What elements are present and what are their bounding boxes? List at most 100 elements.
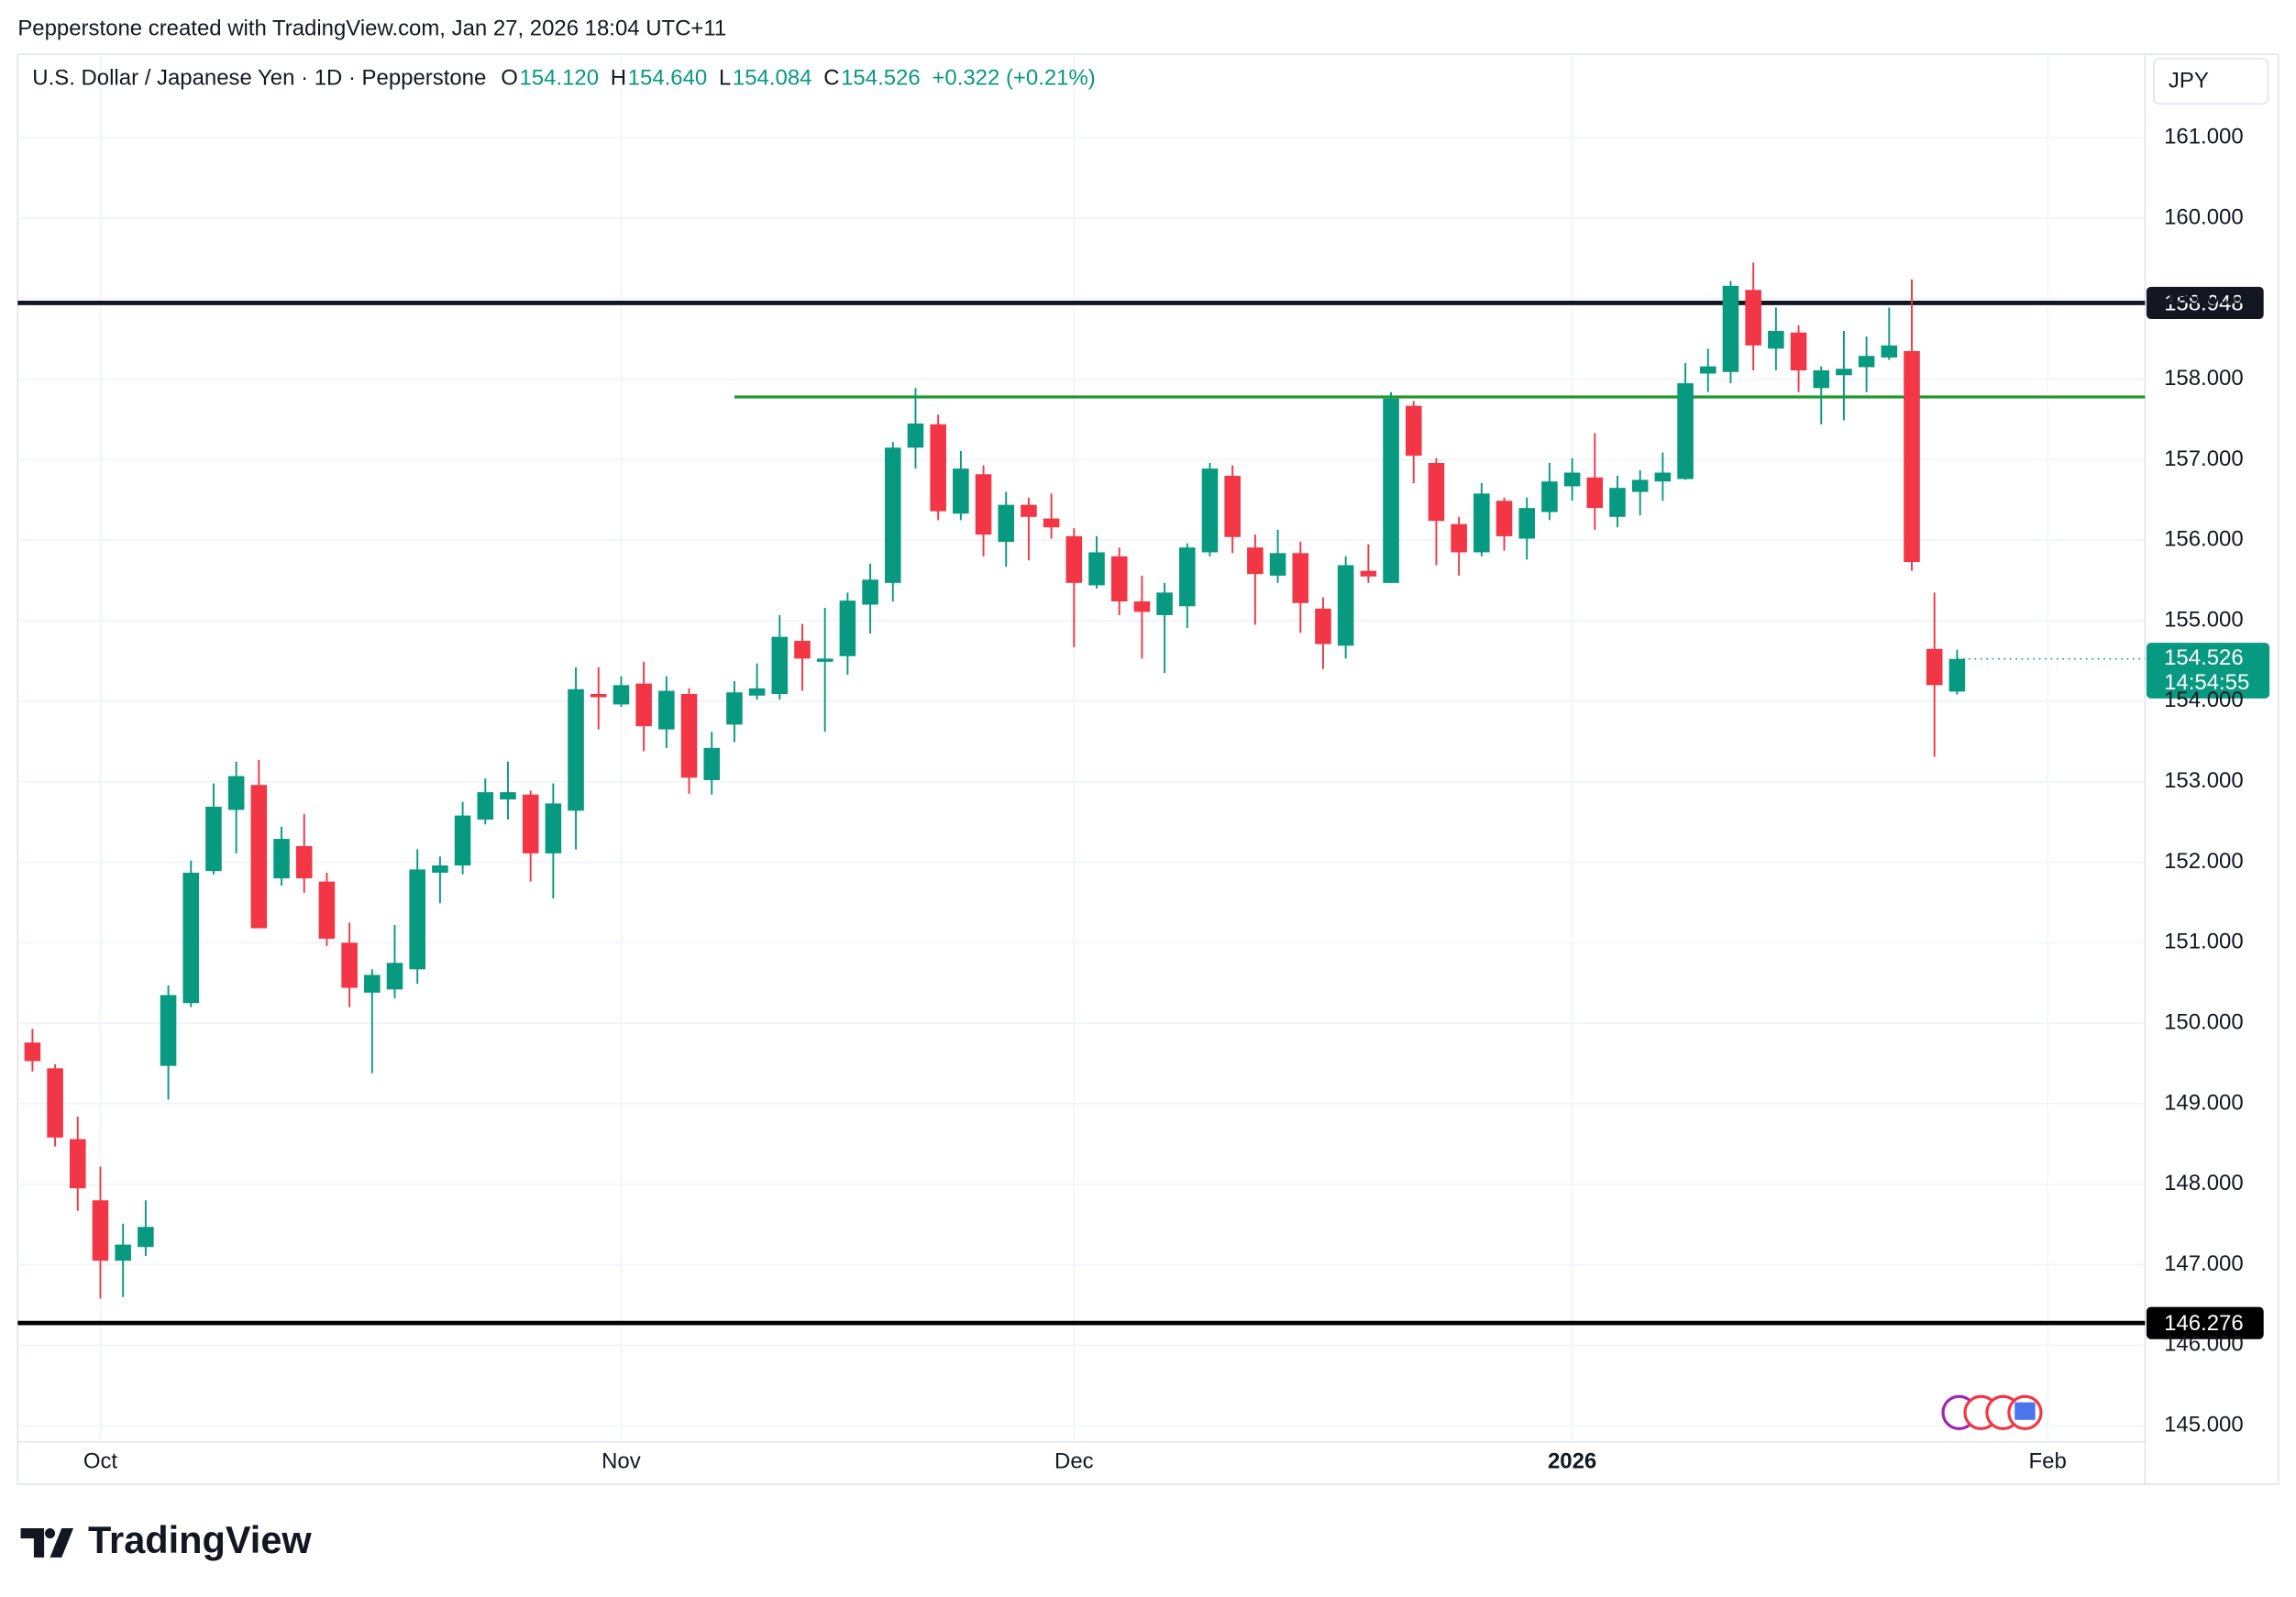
candle-body [862, 579, 878, 605]
x-tick-label: 2026 [1548, 1448, 1596, 1473]
level-badge [2146, 1306, 2264, 1339]
candle-body [1451, 523, 1467, 553]
y-tick-label: 150.000 [2164, 1009, 2244, 1034]
candles [24, 262, 1966, 1299]
y-tick-label: 148.000 [2164, 1171, 2244, 1195]
candle-body [1110, 556, 1128, 602]
candle-body [703, 747, 721, 780]
axes: 145.000 146.000 147.000 148.000 149.000 150.0… [83, 125, 2244, 1474]
candle-body [680, 694, 698, 778]
candle-body [794, 641, 811, 659]
candle-body [1858, 356, 1875, 368]
flag [2015, 1402, 2036, 1420]
candle-body [1631, 479, 1649, 492]
candle-body [1043, 518, 1060, 528]
candle-body [1179, 547, 1196, 607]
candle-body [92, 1200, 109, 1261]
candle-body [227, 776, 245, 810]
candle-body [24, 1042, 41, 1062]
y-tick-label: 156.000 [2164, 527, 2244, 552]
candle-body [590, 694, 607, 698]
candle-body [613, 685, 630, 705]
candle-body [409, 869, 425, 970]
candle-body [70, 1139, 86, 1189]
candle-body [1496, 501, 1513, 536]
candle-body [1904, 350, 1920, 562]
level-badge [2146, 286, 2264, 319]
ohlc-value: 154.120 [520, 66, 600, 91]
candle-body [1541, 481, 1558, 512]
level-label: 146.276 [2164, 1311, 2244, 1336]
candle-body [115, 1244, 131, 1261]
candle-body [1405, 405, 1422, 457]
y-tick-label: 160.000 [2164, 204, 2244, 229]
symbol-title: U.S. Dollar / Japanese Yen · 1D · Pepper… [32, 66, 486, 91]
candle-body [341, 942, 358, 988]
currency-button[interactable] [2153, 58, 2269, 105]
candle-body [1247, 547, 1264, 575]
level-label: 158.948 [2164, 291, 2244, 315]
candle-body [1269, 553, 1286, 576]
candle-body [1088, 552, 1105, 586]
candle-body [1156, 592, 1173, 615]
candle-body [930, 424, 946, 512]
candle-body [386, 963, 403, 990]
brand-logo [20, 1527, 74, 1558]
candle-body [1586, 477, 1604, 509]
y-tick-label: 161.000 [2164, 125, 2244, 149]
candle-body [1021, 504, 1037, 517]
y-tick-label: 147.000 [2164, 1251, 2244, 1276]
candle-body [1133, 601, 1151, 612]
candle-body [975, 474, 992, 535]
candle-body [364, 975, 381, 993]
candle-body [1813, 370, 1830, 389]
candle-body [295, 845, 313, 879]
countdown-label: 14:54:55 [2164, 670, 2249, 695]
candle-body [726, 692, 743, 725]
candle-body [998, 504, 1015, 543]
candle-body [839, 600, 856, 656]
candle-body [1563, 472, 1581, 487]
y-tick-label: 157.000 [2164, 446, 2244, 471]
candle-body [816, 658, 833, 662]
candle-body [771, 636, 789, 695]
y-tick-label: 151.000 [2164, 930, 2244, 954]
ohlc-key: C [823, 66, 839, 91]
candle-body [1768, 330, 1784, 349]
candle-body [884, 447, 901, 583]
change-value: +0.322 (+0.21%) [932, 66, 1095, 91]
candle-body [635, 683, 652, 727]
candle-body [953, 468, 969, 514]
ohlc-key: O [501, 66, 518, 91]
candle-body [1722, 285, 1739, 372]
y-tick-label: 155.000 [2164, 607, 2244, 632]
candle-body [500, 792, 516, 800]
candle-body [1224, 476, 1241, 537]
candle-body [545, 803, 562, 854]
x-tick-label: Feb [2029, 1448, 2067, 1473]
candle-body [1474, 493, 1490, 553]
candle-body [47, 1068, 63, 1138]
candle-body [318, 881, 336, 939]
candle-body [522, 794, 539, 854]
chart-frame [17, 53, 2279, 1485]
grid [17, 55, 2146, 1442]
candle-body [1383, 398, 1399, 583]
candle-body [1745, 290, 1761, 346]
candle-body [1065, 535, 1083, 583]
x-tick-label: Oct [83, 1448, 118, 1473]
candle-body [205, 806, 222, 872]
candle-body [432, 865, 448, 873]
candle-body [1292, 553, 1309, 603]
candle-body [568, 688, 584, 811]
credit: Pepperstone created with TradingView.com… [17, 16, 726, 40]
event-icons [1941, 1394, 2043, 1430]
candle-body [160, 995, 177, 1066]
candle-body [1677, 383, 1694, 479]
candle-body [1315, 608, 1331, 644]
currency-label: JPY [2169, 69, 2209, 94]
x-tick-label: Dec [1054, 1448, 1094, 1473]
ohlc-key: L [719, 66, 731, 91]
